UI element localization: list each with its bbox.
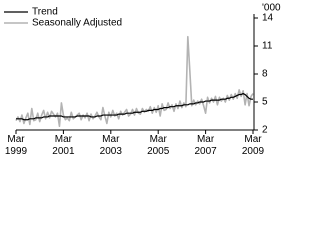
legend-label: Seasonally Adjusted (32, 18, 122, 29)
y-axis-unit: '000 (262, 3, 281, 14)
y-tick-label: 8 (262, 69, 268, 80)
x-tick-label: Mar 2005 (147, 134, 170, 157)
legend-label: Trend (32, 7, 58, 18)
x-tick-label: Mar 2009 (241, 134, 265, 157)
x-tick-label: Mar 1999 (4, 134, 28, 157)
x-tick-label: Mar 2007 (194, 134, 217, 157)
x-tick-label: Mar 2003 (99, 134, 122, 157)
series-line (16, 93, 253, 121)
chart-container: '000 2 5 8 11 14 Trend Seasonally Adjusted Mar… (4, 3, 281, 157)
x-tick-label: Mar 2001 (52, 134, 75, 157)
series-line (15, 35, 254, 128)
y-tick-label: 2 (262, 125, 268, 136)
y-tick-label: 11 (262, 41, 273, 52)
y-tick-label: 5 (262, 97, 268, 108)
y-tick-label: 14 (262, 13, 274, 24)
